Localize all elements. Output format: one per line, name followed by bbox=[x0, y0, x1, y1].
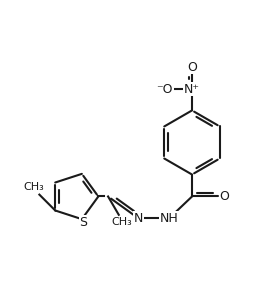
Text: ⁻O: ⁻O bbox=[156, 83, 173, 96]
Text: S: S bbox=[80, 216, 87, 229]
Text: N: N bbox=[134, 212, 143, 225]
Text: O: O bbox=[187, 60, 197, 73]
Text: O: O bbox=[220, 190, 229, 203]
Text: NH: NH bbox=[160, 212, 179, 225]
Text: N⁺: N⁺ bbox=[184, 83, 200, 96]
Text: CH₃: CH₃ bbox=[112, 217, 132, 228]
Text: CH₃: CH₃ bbox=[24, 182, 44, 192]
